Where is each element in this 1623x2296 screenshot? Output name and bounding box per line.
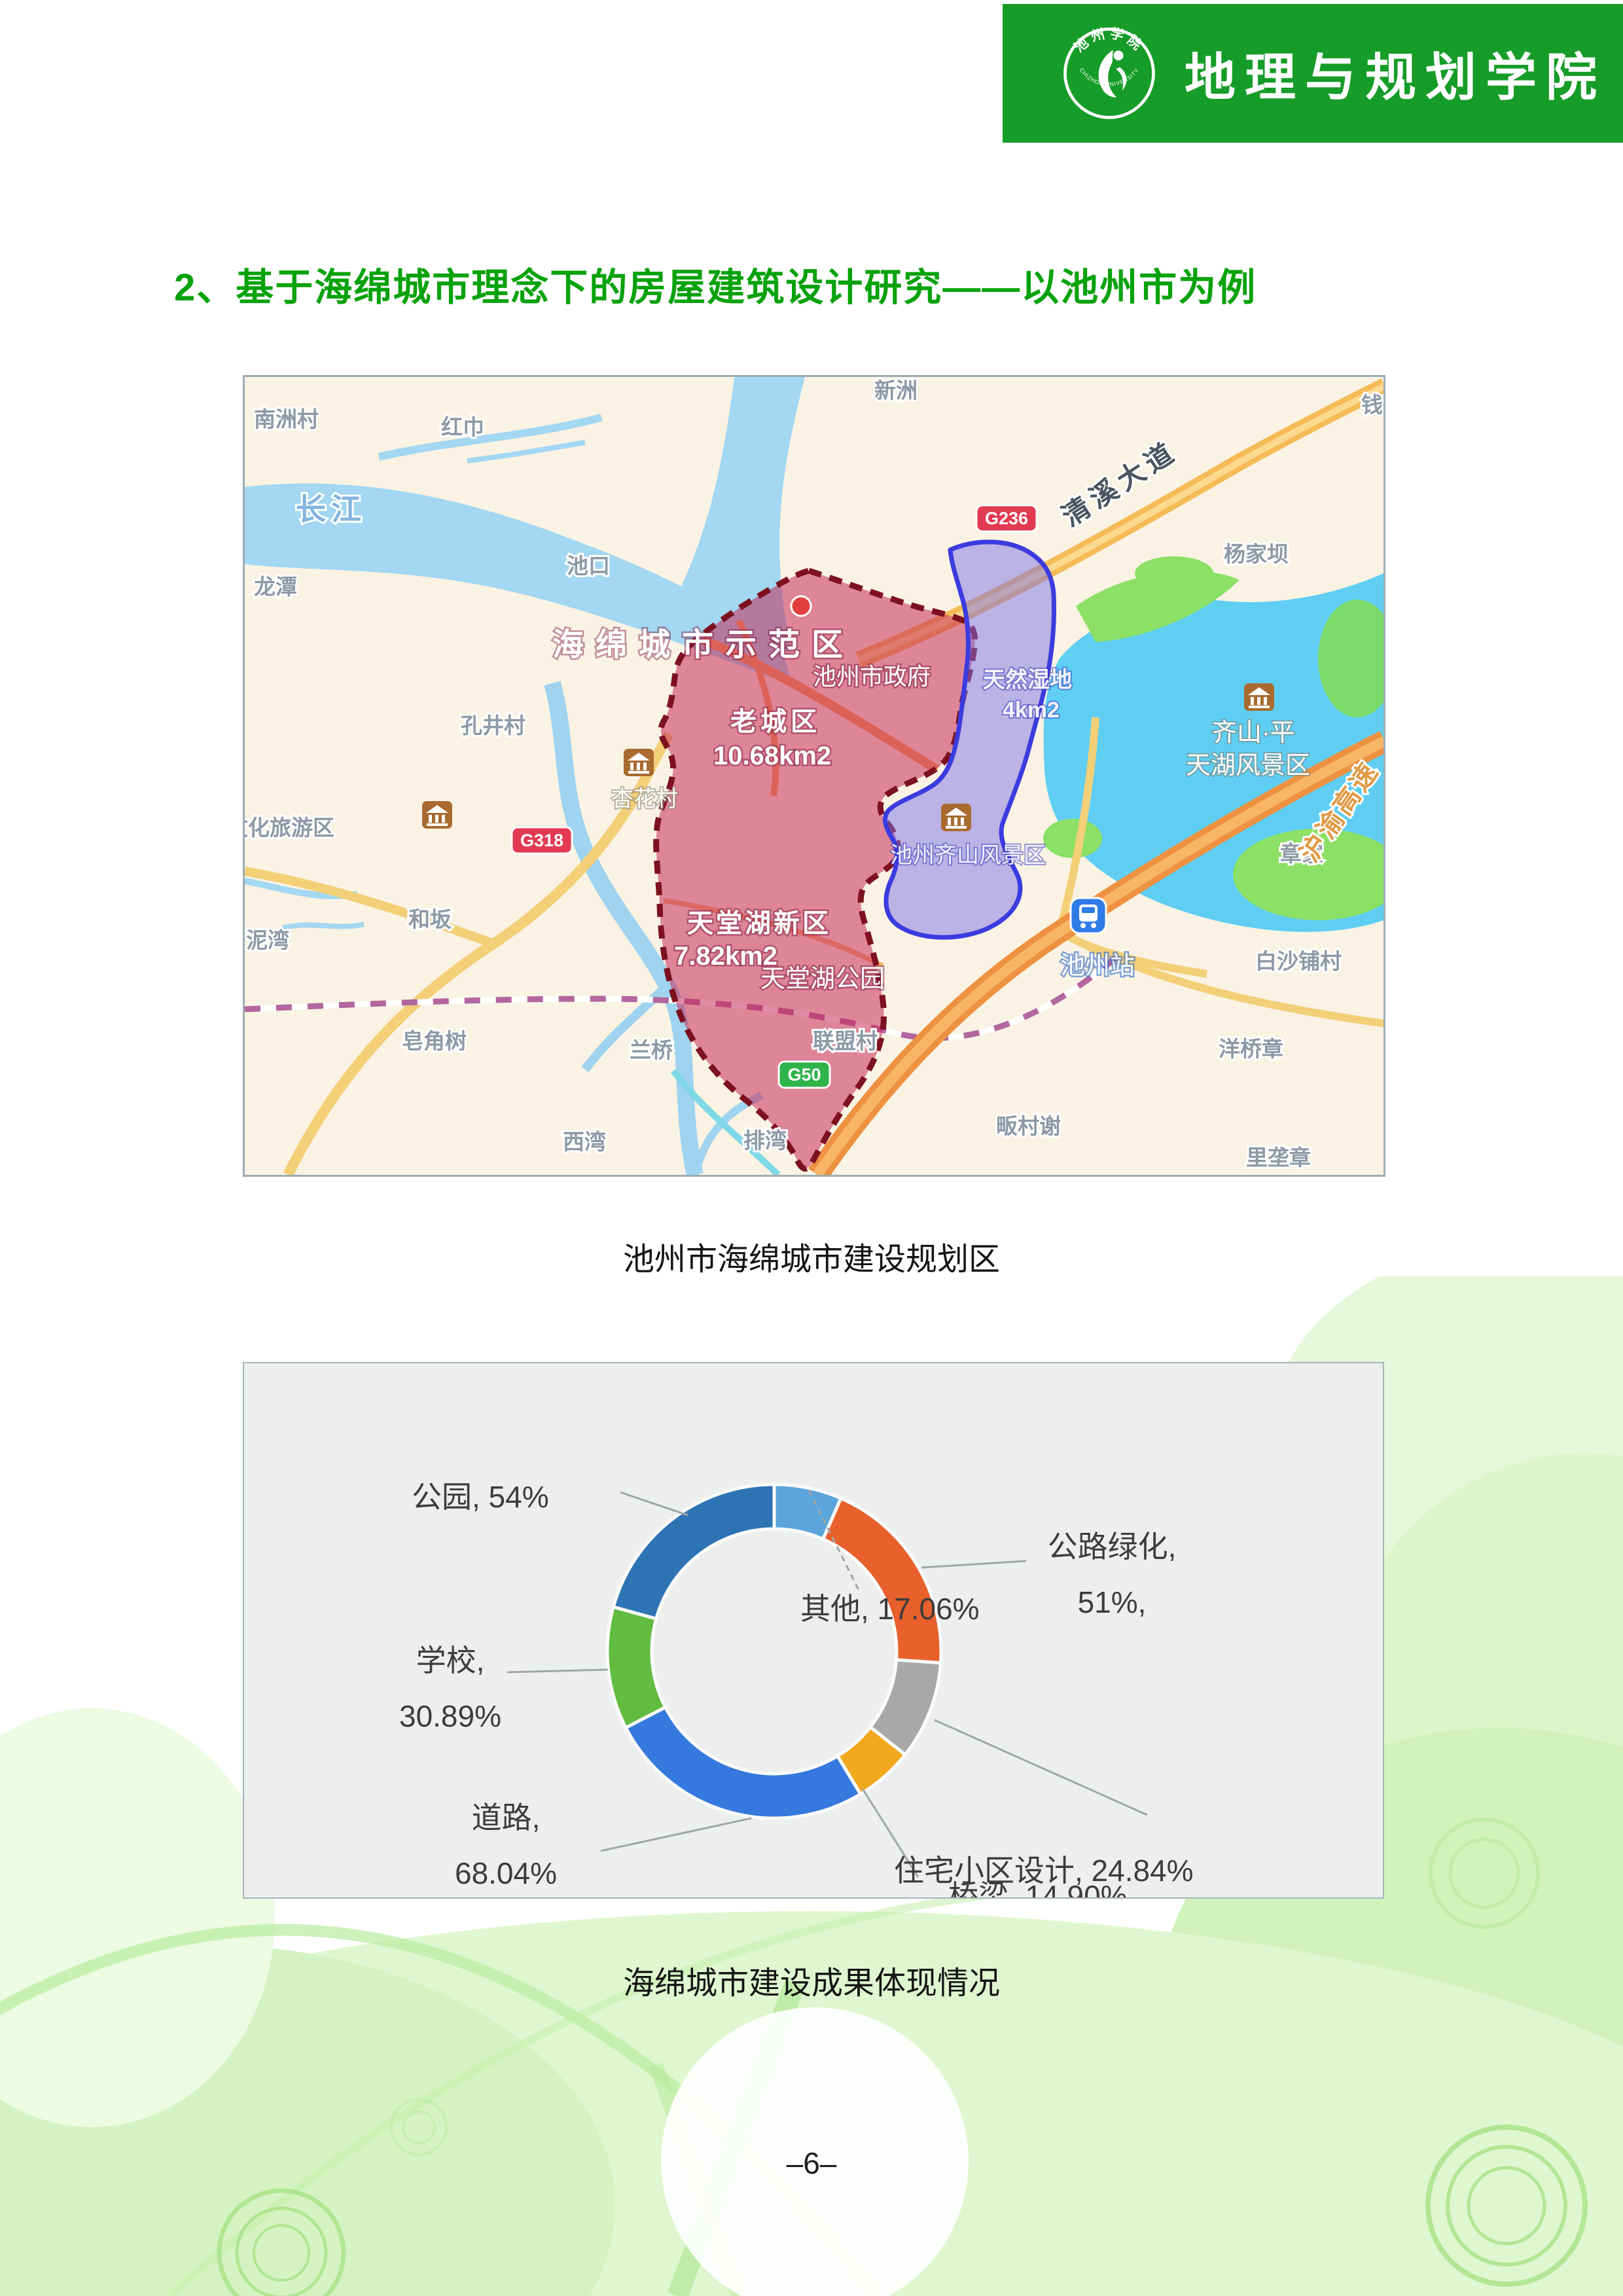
map-label-heban: 和坂: [408, 907, 452, 931]
map-label-tiantanghu-xinqu: 天堂湖新区: [687, 909, 831, 938]
donut-slice-学校: [605, 1605, 668, 1730]
chart-caption: 海绵城市建设成果体现情况: [622, 1966, 1000, 2001]
map-label-laochengqu: 老城区: [730, 708, 821, 736]
map-caption: 池州市海绵城市建设规划区: [622, 1242, 1000, 1277]
slice-label-zhuzhai: 住宅小区设计, 24.84%: [894, 1854, 1194, 1888]
museum-icon: [624, 749, 654, 776]
college-name: 地理与规划学院: [1185, 48, 1607, 106]
leader-qiaoliang: [861, 1788, 919, 1878]
map-label-qishan-line2: 天湖风景区: [1186, 752, 1310, 780]
map-label-xiwan: 西湾: [563, 1130, 606, 1154]
highway-huyu: [808, 730, 1383, 1175]
svg-text:G236: G236: [985, 509, 1028, 528]
svg-text:CHIZHOU UNIVERSITY: CHIZHOU UNIVERSITY: [1079, 67, 1141, 88]
map-label-tiantanghu-gongyuan: 天堂湖公园: [760, 965, 885, 993]
wetland-labels: 天然湿地 4km2 池州齐山风景区: [889, 666, 1073, 869]
leader-qita: [808, 1490, 861, 1592]
government-poi-icon: [790, 595, 812, 617]
map-label-kongjingcun: 孔井村: [461, 713, 526, 738]
map-label-niwan: 泥湾: [246, 928, 289, 952]
map-label-changjiang: 长江: [296, 492, 366, 526]
sponge-city-zone-overlay: [653, 567, 978, 1172]
map-label-hongjin: 红巾: [441, 415, 484, 439]
map-label-shidi-area: 4km2: [1003, 698, 1060, 723]
map-label-laochengqu-area: 10.68km2: [713, 742, 831, 770]
map-label-qianjia: 钱家: [1361, 393, 1383, 417]
wetland-zone-overlay: [882, 539, 1057, 940]
badge-g318: G318: [510, 826, 573, 855]
leader-zhuzhai: [934, 1719, 1148, 1816]
header-bar: 池州学院 CHIZHOU UNIVERSITY 地理与规划学院: [1003, 4, 1623, 143]
map-canvas: G236 G318 G50 南洲村 红巾 新洲 钱家 龙潭 池口 杨家坝 孔井村…: [245, 377, 1383, 1175]
zone-labels: 海绵城市示范区 池州市政府 老城区 10.68km2 天堂湖新区 7.82km2…: [551, 626, 933, 995]
map-label-tianranshidi: 天然湿地: [983, 667, 1072, 692]
minor-roads: [1056, 717, 1383, 1028]
donut-slice-道路: [623, 1705, 863, 1820]
map-label-lilongzhang: 里垄章: [1246, 1145, 1311, 1170]
map-label-shizhengfu: 池州市政府: [813, 663, 931, 690]
map-label-nanzhoucun: 南洲村: [254, 407, 319, 431]
donut-chart: 公园, 54% 公路绿化, 51%, 其他, 17.06% 学校, 30.89%…: [243, 1362, 1384, 1899]
slice-label-daolu: 道路, 68.04%: [454, 1801, 557, 1891]
badge-g236: G236: [975, 504, 1038, 533]
slice-label-qita: 其他, 17.06%: [800, 1592, 980, 1626]
leader-daolu: [600, 1817, 752, 1852]
map-label-yangqiaozhang: 洋桥章: [1219, 1037, 1283, 1061]
river-yangtze: [245, 377, 805, 685]
map-label-chikou: 池口: [567, 554, 610, 578]
museum-icon: [422, 801, 452, 829]
village-labels: 南洲村 红巾 新洲 钱家 龙潭 池口 杨家坝 孔井村 文化旅游区 和坂 泥湾 章…: [245, 377, 1383, 1172]
page-number: –6–: [786, 2146, 837, 2180]
map-label-qishan-line1: 齐山·平: [1212, 719, 1295, 747]
map-label-longtan: 龙潭: [254, 575, 297, 599]
map-label-paiwan: 排湾: [743, 1128, 787, 1153]
map-label-zhangjia: 章家: [1280, 842, 1323, 866]
donut-ring: [605, 1482, 943, 1820]
slice-label-gongluvhua: 公路绿化, 51%,: [1047, 1530, 1177, 1620]
logo-english-name: CHIZHOU UNIVERSITY: [1079, 67, 1140, 88]
section-heading: 2、基于海绵城市理念下的房屋建筑设计研究——以池州市为例: [174, 266, 1257, 309]
scenic-labels: 齐山·平 天湖风景区 杏花村: [610, 718, 1311, 813]
svg-text:G50: G50: [787, 1065, 821, 1085]
map-label-chizhouzhan: 池州站: [1060, 952, 1135, 980]
museum-icon: [1244, 683, 1274, 711]
slice-label-xuexiao: 学校, 30.89%: [399, 1643, 501, 1734]
map-label-baishapucun: 白沙铺村: [1255, 949, 1342, 973]
planning-map: G236 G318 G50 南洲村 红巾 新洲 钱家 龙潭 池口 杨家坝 孔井村…: [243, 375, 1385, 1177]
green-floral-background: [0, 1276, 1623, 2296]
svg-text:G318: G318: [520, 831, 563, 850]
leader-xuexiao: [507, 1668, 609, 1674]
train-station-icon: [1069, 897, 1107, 935]
university-logo-icon: 池州学院 CHIZHOU UNIVERSITY: [1063, 25, 1155, 119]
slice-label-qiaoliang: 桥梁, 14.90%: [948, 1879, 1128, 1899]
donut-chart-canvas: [507, 1482, 1148, 1878]
leader-lines: [507, 1490, 1148, 1878]
museum-icon: [941, 804, 971, 831]
donut-slice-公路绿化: [821, 1496, 943, 1665]
map-label-chizhou-qishan: 池州齐山风景区: [890, 843, 1046, 868]
map-label-xinzhou: 新洲: [874, 378, 918, 403]
map-label-wenhualvyouqu: 文化旅游区: [245, 816, 334, 840]
donut-slice-公园: [611, 1482, 776, 1621]
map-label-lanqiao: 兰桥: [630, 1038, 673, 1062]
leader-gongluvhua: [921, 1560, 1027, 1569]
slice-label-gongyuan: 公园, 54%: [412, 1480, 549, 1514]
badge-g50: G50: [777, 1060, 831, 1089]
map-label-demo-zone: 海绵城市示范区: [552, 628, 855, 662]
lake-pingtianhu: [1043, 556, 1383, 932]
map-label-yangjiaba: 杨家坝: [1224, 542, 1289, 566]
leader-gongyuan: [620, 1491, 688, 1516]
map-label-lianmengcun: 联盟村: [813, 1029, 878, 1053]
map-label-tiantanghu-area: 7.82km2: [674, 942, 777, 971]
map-label-zaojiaoshu: 皂角树: [402, 1029, 467, 1053]
map-label-xinghuacun: 杏花村: [611, 787, 678, 812]
map-label-fancunxie: 畈村谢: [996, 1114, 1061, 1138]
